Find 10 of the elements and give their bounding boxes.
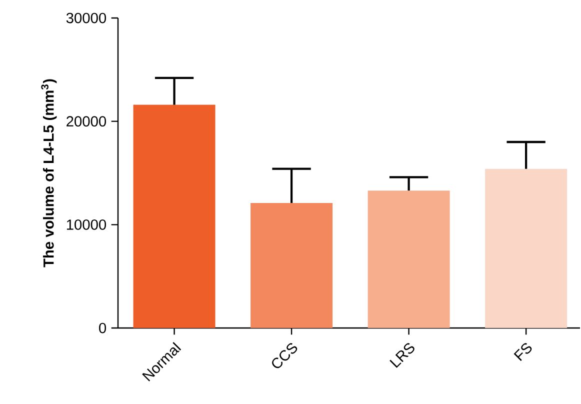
y-tick-label: 0 [99,322,106,334]
y-tick-label: 30000 [66,12,106,24]
bar [133,104,216,328]
bar [368,190,450,328]
y-tick-label: 10000 [66,219,106,230]
bar [485,168,568,328]
x-tick-label: FS [514,343,532,361]
y-tick-label: 20000 [66,116,106,127]
y-axis-title: The volume of L4-L5 (mm$^{3}$) [41,79,57,268]
bar [250,202,333,328]
